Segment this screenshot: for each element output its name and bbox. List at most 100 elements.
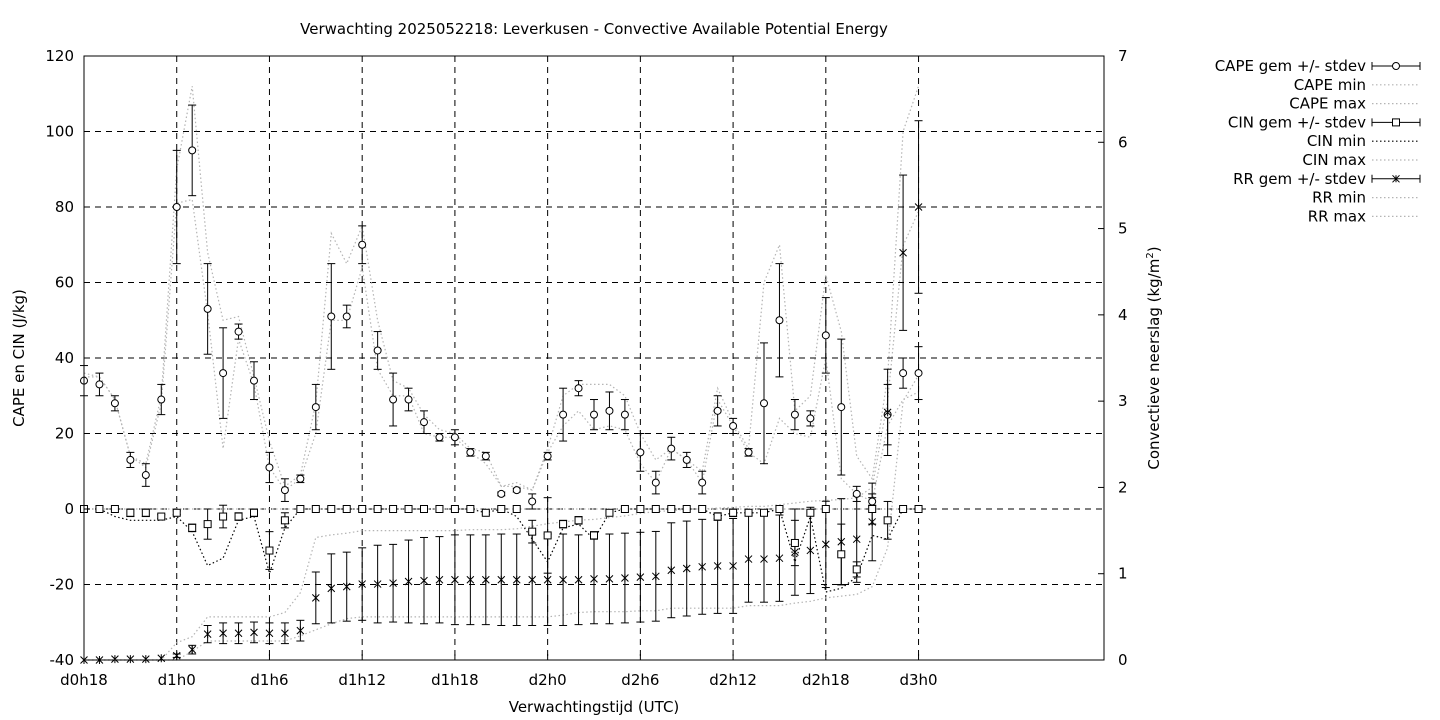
x-tick-label: d3h0 (899, 671, 937, 689)
legend-label: CAPE min (1294, 76, 1366, 94)
cin-point (389, 505, 398, 513)
cape-point (265, 463, 274, 472)
rr-point (203, 630, 212, 639)
rr-point (899, 248, 907, 257)
cin-point (837, 550, 846, 559)
cin-point (296, 505, 305, 513)
cin-point (528, 527, 537, 536)
cape-point (543, 452, 552, 461)
cin-point (110, 505, 119, 513)
rr-point (157, 654, 166, 663)
cape-point (126, 455, 135, 464)
rr-point (481, 575, 490, 584)
x-tick-label: d2h6 (621, 671, 659, 689)
rr-point (528, 575, 537, 584)
legend-label: CIN max (1302, 151, 1366, 169)
cape-point (389, 395, 398, 404)
cape-point (790, 410, 799, 419)
y2-tick-label: 5 (1118, 220, 1128, 238)
x-tick-label: d2h12 (709, 671, 757, 689)
y-tick-label: -20 (50, 576, 75, 594)
rr-point (791, 548, 799, 557)
cape-point (682, 455, 691, 464)
cape-point (528, 497, 537, 506)
cape-point (280, 486, 289, 495)
legend-marker (1392, 118, 1400, 127)
cin-point (790, 538, 799, 547)
rr-max-line (84, 211, 920, 661)
y-tick-label: 120 (45, 47, 74, 65)
cape-point (605, 406, 614, 415)
y2-tick-label: 2 (1118, 478, 1128, 496)
rr-point (713, 561, 722, 570)
legend-label: CIN min (1307, 132, 1366, 150)
cape-point (296, 474, 305, 483)
rr-point (621, 574, 629, 583)
y-tick-label: 100 (45, 123, 74, 141)
rr-point (358, 580, 367, 589)
rr-point (636, 573, 645, 582)
cin-point (512, 505, 521, 513)
rr-point (435, 575, 444, 584)
cape-point (512, 486, 521, 495)
y2-tick-label: 1 (1118, 565, 1128, 583)
cape-point (837, 403, 846, 412)
chart-title: Verwachting 2025052218: Leverkusen - Con… (300, 20, 888, 38)
y-tick-label: -40 (50, 651, 75, 669)
cape-point (157, 395, 166, 404)
cin-point (775, 505, 784, 513)
rr-point (543, 575, 552, 584)
cape-point (821, 331, 830, 340)
rr-point (497, 575, 506, 584)
cape-point (713, 406, 722, 415)
cape-point (311, 403, 320, 412)
y2-tick-label: 4 (1118, 306, 1128, 324)
rr-point (590, 574, 598, 583)
cape-point (404, 395, 413, 404)
cin-point (806, 508, 815, 517)
x-tick-label: d1h18 (431, 671, 479, 689)
x-tick-label: d1h0 (158, 671, 196, 689)
y-tick-label: 20 (55, 425, 74, 443)
y-tick-label: 60 (55, 274, 74, 292)
y-tick-label: 40 (55, 349, 74, 367)
legend-label: RR gem +/- stdev (1233, 170, 1366, 188)
x-axis: d0h18 d1h0 d1h6 d1h12 d1h18 d2h0 d2h6 d2h12 d2h1… (60, 654, 938, 689)
cin-point (914, 505, 923, 513)
x-tick-label: d2h0 (529, 671, 567, 689)
cin-point (466, 505, 475, 513)
rr-point (574, 575, 583, 584)
cape-point (667, 444, 676, 453)
rr-point (682, 564, 691, 573)
error-bars (80, 104, 923, 658)
cape-point (651, 478, 660, 487)
cape-point (698, 478, 707, 487)
cin-point (234, 512, 243, 521)
cape-point (420, 418, 428, 427)
cin-point (713, 512, 722, 521)
cape-point (806, 414, 815, 423)
rr-point (466, 575, 475, 584)
cin-point (373, 505, 382, 513)
rr-point (373, 580, 382, 589)
cape-point (620, 410, 629, 419)
rr-point (250, 628, 258, 637)
cin-point (667, 505, 676, 513)
rr-point (420, 576, 428, 585)
cape-point (234, 327, 243, 336)
legend-label: CIN gem +/- stdev (1228, 113, 1366, 131)
cin-point (868, 505, 877, 513)
cin-point (188, 523, 197, 532)
cin-point (481, 508, 490, 517)
cape-point (559, 410, 568, 419)
cape-point (636, 448, 645, 457)
cape-point (203, 304, 212, 313)
cin-point (760, 508, 768, 517)
legend-marker (1392, 62, 1400, 70)
rr-point (729, 561, 737, 570)
cin-point (404, 505, 413, 513)
cape-point (250, 376, 258, 385)
cape-point (760, 399, 768, 408)
cape-point (852, 489, 861, 498)
